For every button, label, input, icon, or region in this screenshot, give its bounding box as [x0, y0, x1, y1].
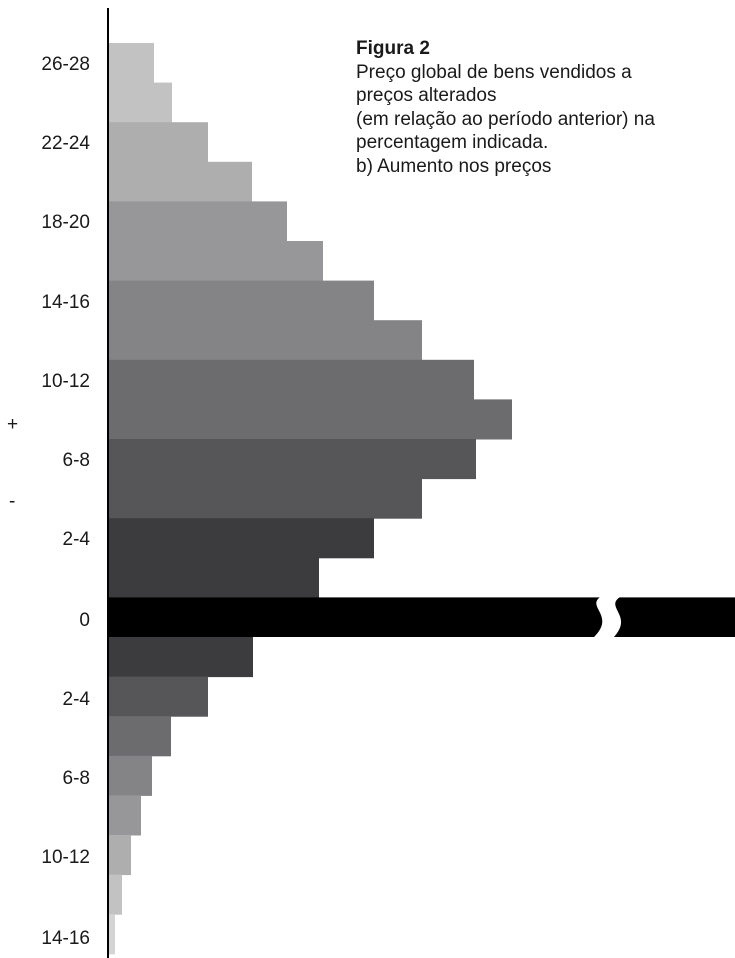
bar	[108, 914, 115, 955]
bar	[108, 439, 476, 480]
caption-line: percentagem indicada.	[356, 132, 549, 153]
bar	[108, 241, 323, 282]
bar	[108, 82, 172, 123]
bar	[108, 874, 122, 915]
bar	[108, 320, 422, 361]
bars-group	[108, 43, 735, 955]
minus-sign-label: -	[9, 491, 15, 512]
plus-sign-label: +	[7, 414, 18, 435]
tick-label: 26-28	[41, 54, 90, 75]
bar	[108, 518, 374, 559]
tick-label: 6-8	[63, 450, 90, 471]
bar	[108, 201, 287, 242]
bar	[108, 637, 253, 678]
tick-label: 18-20	[41, 212, 90, 233]
bar	[108, 557, 319, 598]
caption-line: b) Aumento nos preços	[356, 155, 552, 177]
bar-zero-fill	[108, 597, 735, 637]
tick-label: 10-12	[41, 371, 90, 392]
bar	[108, 716, 171, 757]
tick-label: 0	[79, 610, 90, 631]
bar	[108, 399, 512, 440]
figure-caption: Figura 2 Preço global de bens vendidos a…	[356, 37, 735, 178]
bar	[108, 359, 474, 400]
bar	[108, 43, 154, 84]
bar	[108, 122, 208, 163]
caption-line: preços alterados	[356, 85, 497, 106]
bar	[108, 795, 141, 836]
tick-label: 22-24	[41, 133, 90, 154]
caption-line: Preço global de bens vendidos a	[356, 61, 632, 83]
caption-line: (em relação ao período anterior) na	[356, 108, 655, 130]
tick-labels-group: 26-28 22-24 18-20 14-16 10-12 6-8 2-4 0 2-4 6-8 10…	[41, 54, 90, 949]
bar	[108, 280, 374, 321]
tick-label: 10-12	[41, 847, 90, 868]
bar	[108, 835, 131, 876]
tick-label: 14-16	[41, 292, 90, 313]
bar	[108, 478, 422, 519]
bar	[108, 676, 208, 717]
tick-label: 6-8	[63, 768, 90, 789]
caption-title: Figura 2	[356, 38, 430, 59]
tick-label: 2-4	[63, 529, 91, 550]
bar	[108, 755, 152, 796]
bar-zero	[108, 596, 735, 638]
tick-label: 2-4	[63, 689, 91, 710]
tick-label: 14-16	[41, 928, 90, 949]
axis-break-mark	[593, 596, 622, 638]
bar	[108, 161, 252, 202]
